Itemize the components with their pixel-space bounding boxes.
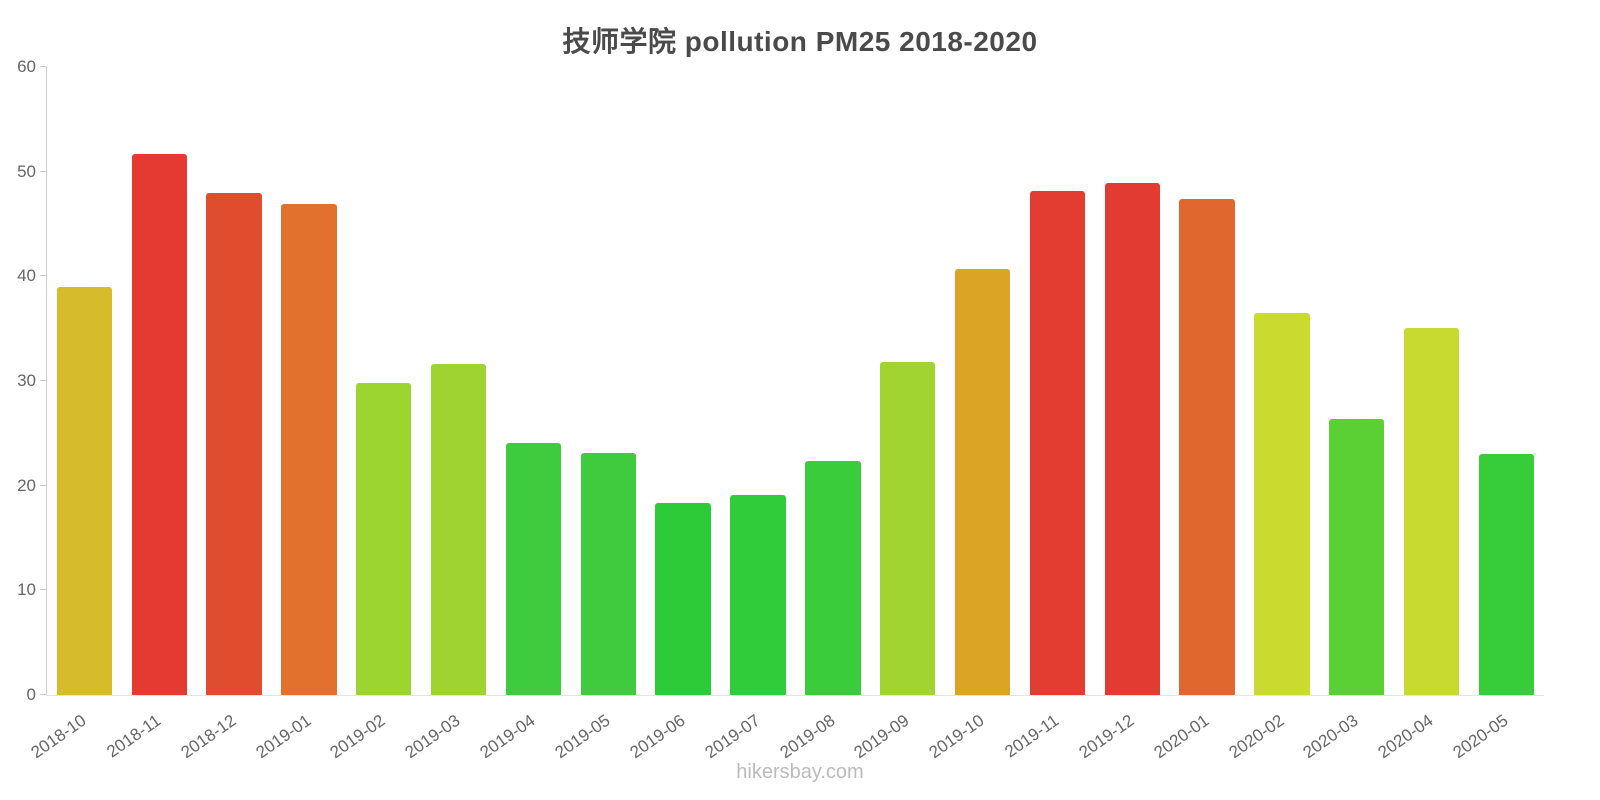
x-axis-label: 2019-08 xyxy=(776,710,839,763)
y-axis-line xyxy=(46,67,47,695)
bar-slot xyxy=(1095,67,1170,695)
x-axis-label: 2020-01 xyxy=(1150,710,1213,763)
x-axis-label: 2019-07 xyxy=(701,710,764,763)
bar-2019-02[interactable] xyxy=(356,383,412,695)
y-axis-label: 50 xyxy=(17,161,36,181)
y-axis-tick xyxy=(40,380,46,381)
bar-slot xyxy=(1245,67,1320,695)
y-axis-label: 0 xyxy=(26,685,36,704)
x-axis-label: 2018-12 xyxy=(177,710,240,763)
x-axis-label: 2019-12 xyxy=(1075,710,1138,763)
y-axis-label: 40 xyxy=(17,266,36,286)
chart-title: 技师学院 pollution PM25 2018-2020 xyxy=(562,26,1038,57)
x-axis-label: 2020-05 xyxy=(1449,710,1512,763)
bar-slot xyxy=(571,67,646,695)
x-axis-label: 2019-09 xyxy=(850,710,913,763)
y-axis-label: 10 xyxy=(17,580,36,600)
x-axis-label: 2018-11 xyxy=(103,710,165,762)
bar-2020-04[interactable] xyxy=(1403,327,1460,695)
x-axis-label: 2019-03 xyxy=(401,710,464,763)
bar-2018-11[interactable] xyxy=(131,153,187,695)
bar-2020-01[interactable] xyxy=(1179,198,1235,695)
x-axis-label: 2019-05 xyxy=(551,710,614,763)
x-axis-label: 2020-02 xyxy=(1225,710,1288,763)
bar-slot xyxy=(646,67,721,695)
x-axis-label: 2019-11 xyxy=(1001,710,1063,762)
y-axis-tick xyxy=(40,275,46,277)
y-axis-label: 30 xyxy=(17,371,36,390)
bar-2019-07[interactable] xyxy=(730,495,786,695)
x-axis-line xyxy=(46,695,1544,696)
bar-2019-12[interactable] xyxy=(1104,183,1160,695)
x-axis-label: 2019-02 xyxy=(326,710,389,763)
y-axis-tick xyxy=(40,484,46,486)
plot-area: 2018-10 2018-11 2018-12 2019-01 2019-02 2019-… xyxy=(17,57,1544,762)
bar-2019-01[interactable] xyxy=(281,204,337,695)
bar-slot xyxy=(122,67,197,695)
bar-2019-09[interactable] xyxy=(880,362,936,695)
x-axis-label: 2019-06 xyxy=(626,710,689,763)
bar-slot xyxy=(1394,67,1469,695)
bar-slot xyxy=(47,67,122,695)
x-axis-label: 2019-04 xyxy=(476,710,539,763)
bar-slot xyxy=(421,67,496,695)
bar-slot xyxy=(272,67,347,695)
x-axis-label: 2019-10 xyxy=(925,710,988,763)
bar-2019-03[interactable] xyxy=(430,364,487,695)
x-axis-label: 2020-03 xyxy=(1300,710,1363,763)
bar-2019-05[interactable] xyxy=(580,453,637,695)
x-axis-label: 2020-04 xyxy=(1374,710,1437,763)
bar-2020-05[interactable] xyxy=(1478,454,1535,695)
bar-2020-03[interactable] xyxy=(1329,418,1385,695)
bar-slot xyxy=(795,67,870,695)
bar-slot xyxy=(1020,67,1095,695)
bar-slot xyxy=(1319,67,1394,695)
y-axis-label: 60 xyxy=(17,57,36,76)
bar-2018-10[interactable] xyxy=(56,286,113,695)
x-axis-labels: 2018-10 2018-11 2018-12 2019-01 2019-02 2019-… xyxy=(28,695,1544,765)
y-axis-tick xyxy=(40,694,46,695)
x-axis-label: 2018-10 xyxy=(27,710,90,763)
y-axis-tick xyxy=(40,66,46,67)
bar-2019-04[interactable] xyxy=(505,442,562,695)
footer-watermark: hikersbay.com xyxy=(736,761,864,783)
bar-2019-08[interactable] xyxy=(805,460,861,695)
bar-2019-10[interactable] xyxy=(954,269,1011,695)
bar-slot xyxy=(496,67,571,695)
bar-slot xyxy=(945,67,1020,695)
y-axis-tick xyxy=(40,170,46,172)
bar-slot xyxy=(721,67,796,695)
bar-slot xyxy=(346,67,421,695)
bar-slot xyxy=(1469,67,1544,695)
bar-slot xyxy=(1170,67,1245,695)
bar-2020-02[interactable] xyxy=(1254,312,1310,695)
y-axis-label: 20 xyxy=(17,475,36,495)
bar-slot xyxy=(870,67,945,695)
bar-2018-12[interactable] xyxy=(206,192,262,695)
x-axis-label: 2019-01 xyxy=(252,710,315,763)
bar-2019-06[interactable] xyxy=(655,503,711,695)
bar-2019-11[interactable] xyxy=(1029,190,1086,695)
y-axis-tick xyxy=(40,589,46,591)
bars-layer xyxy=(47,67,1544,695)
bar-slot xyxy=(197,67,272,695)
